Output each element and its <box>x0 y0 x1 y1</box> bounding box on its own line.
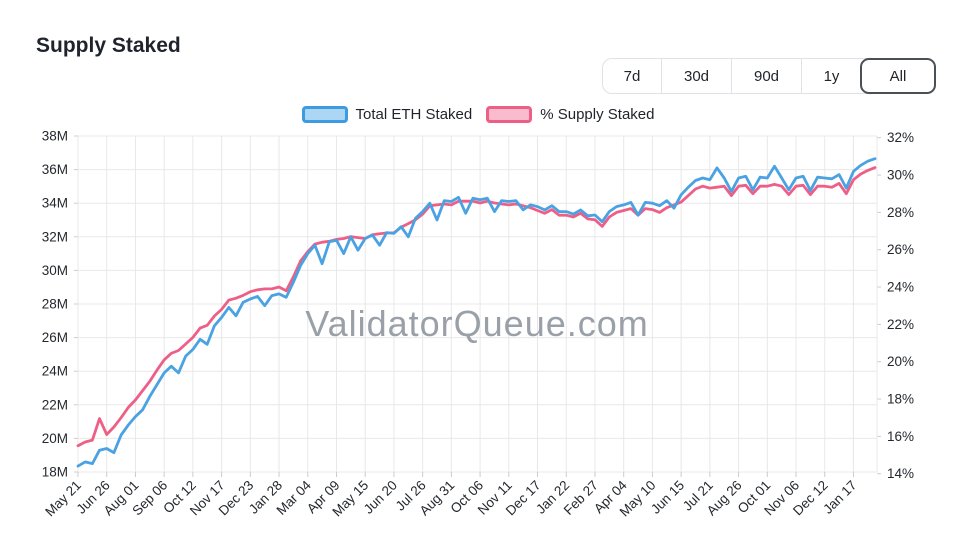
chart-legend: Total ETH Staked % Supply Staked <box>0 106 956 123</box>
y-axis-right-label: 18% <box>887 392 914 407</box>
y-axis-right-label: 22% <box>887 317 914 332</box>
time-range-button-group: 7d 30d 90d 1y All <box>602 58 936 94</box>
time-range-button-30d[interactable]: 30d <box>661 59 731 93</box>
y-axis-left-label: 32M <box>42 229 68 244</box>
y-axis-left-label: 28M <box>42 297 68 312</box>
x-axis-label: Jan 17 <box>820 478 859 517</box>
y-axis-left-label: 20M <box>42 431 68 446</box>
y-axis-right-label: 30% <box>887 168 914 183</box>
time-range-button-90d[interactable]: 90d <box>731 59 801 93</box>
y-axis-right-label: 24% <box>887 280 914 295</box>
y-axis-right-label: 16% <box>887 429 914 444</box>
legend-item-pct-supply-staked[interactable]: % Supply Staked <box>486 106 654 123</box>
y-axis-right-label: 28% <box>887 205 914 220</box>
y-axis-right-label: 32% <box>887 130 914 145</box>
legend-item-total-eth-staked[interactable]: Total ETH Staked <box>301 106 473 123</box>
y-axis-right-label: 20% <box>887 354 914 369</box>
y-axis-left-label: 26M <box>42 330 68 345</box>
y-axis-left-label: 18M <box>42 465 68 480</box>
x-axis-label: May 21 <box>42 478 84 520</box>
y-axis-left-label: 22M <box>42 397 68 412</box>
legend-swatch <box>301 106 348 123</box>
y-axis-left-label: 24M <box>42 364 68 379</box>
series-line-pct-supply-staked <box>76 166 877 448</box>
y-axis-left-label: 36M <box>42 162 68 177</box>
time-range-button-all[interactable]: All <box>860 58 936 94</box>
y-axis-right-label: 14% <box>887 466 914 481</box>
watermark: ValidatorQueue.com <box>305 303 649 344</box>
y-axis-left-label: 30M <box>42 263 68 278</box>
time-range-button-1y[interactable]: 1y <box>801 59 861 93</box>
x-axis-label: Jun 20 <box>361 478 400 517</box>
supply-staked-chart: 18M 20M 22M 24M 26M 28M 30M 32M 34M 36M 38M 14% 16% 1… <box>42 130 914 520</box>
x-axis-label: Jun 15 <box>648 478 687 517</box>
page-title: Supply Staked <box>36 34 181 58</box>
series-line-total-eth-staked <box>76 157 877 468</box>
y-axis-right-label: 26% <box>887 242 914 257</box>
y-axis-left-label: 34M <box>42 196 68 211</box>
y-axis-left-label: 38M <box>42 130 68 144</box>
legend-label: % Supply Staked <box>540 106 655 123</box>
time-range-button-7d[interactable]: 7d <box>603 59 661 93</box>
legend-swatch <box>486 106 533 123</box>
legend-label: Total ETH Staked <box>355 106 473 123</box>
